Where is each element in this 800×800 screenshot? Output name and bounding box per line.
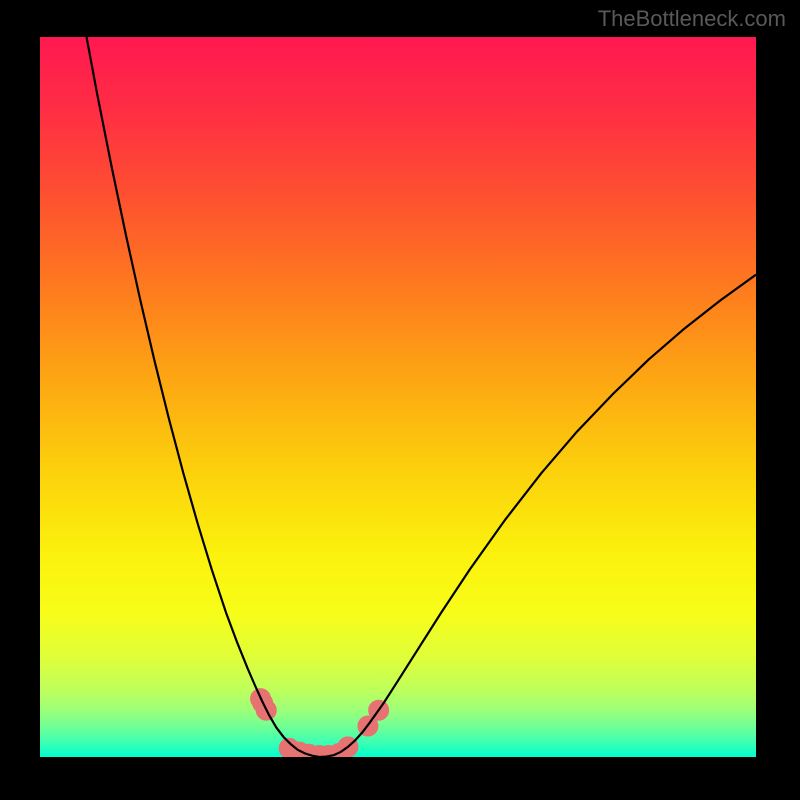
plot-gradient-background (40, 37, 756, 757)
watermark: TheBottleneck.com (598, 6, 786, 32)
bottleneck-chart (0, 0, 800, 800)
chart-container: TheBottleneck.com (0, 0, 800, 800)
